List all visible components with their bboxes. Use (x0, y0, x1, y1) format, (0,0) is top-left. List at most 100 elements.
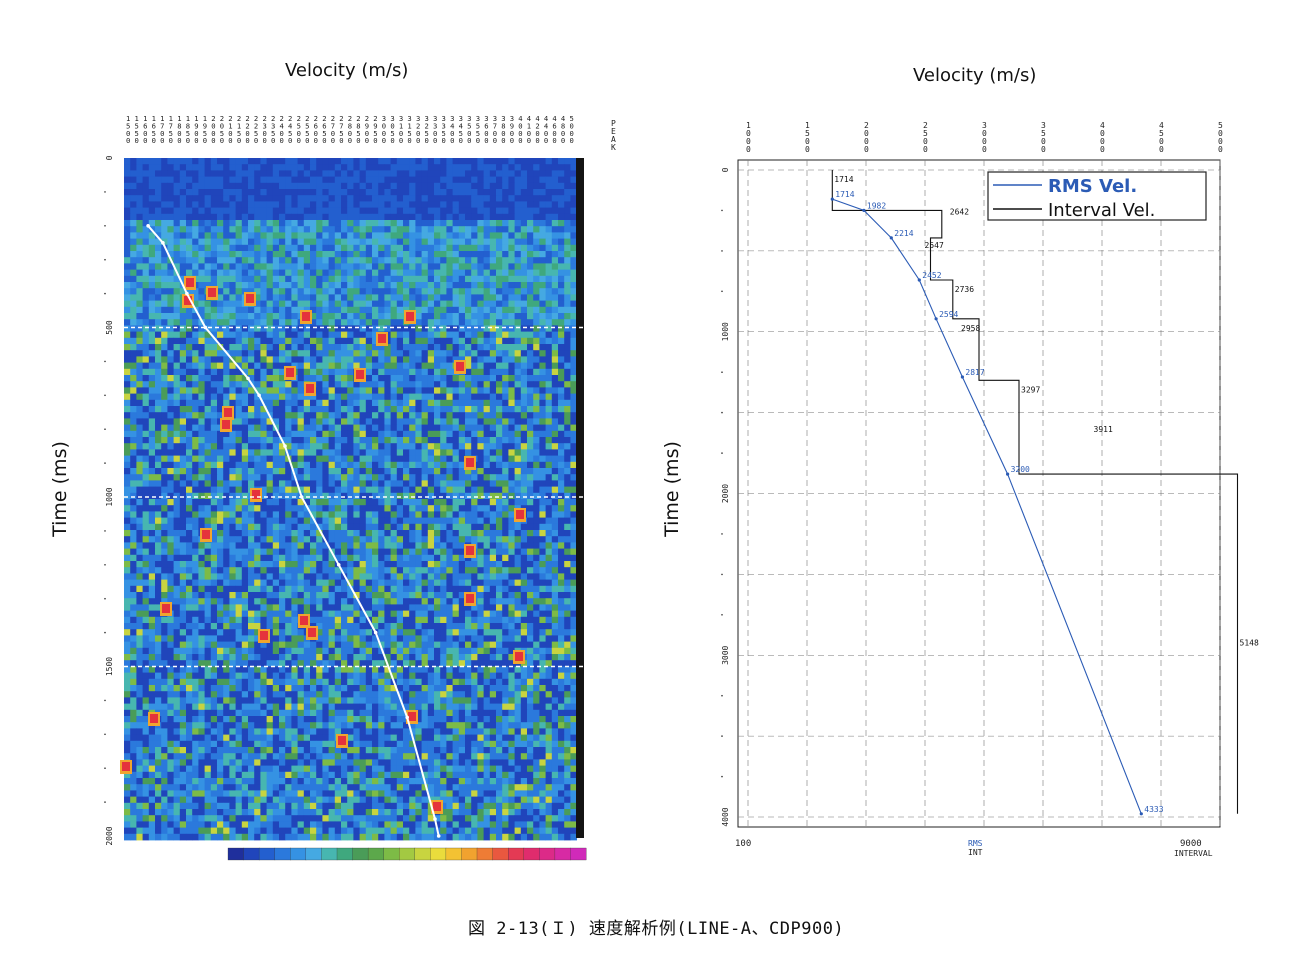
interval-velocity-label: 3911 (1094, 425, 1113, 434)
right-time-axis-title: Time (ms) (661, 441, 683, 537)
semblance-peak (308, 628, 316, 637)
semblance-peak (184, 296, 192, 305)
velocity-function-chart: 1 0 0 0 1 5 0 0 2 0 0 0 2 5 0 0 3 0 0 0 3 5 0 0 4 0 0 0 4 5 0 0 5 0 0 0 0 10… (721, 121, 1259, 858)
colorbar-swatch (243, 847, 260, 861)
time-minor-tick (721, 694, 723, 697)
picked-velocity-point (246, 376, 250, 381)
rms-velocity-point (1006, 472, 1010, 476)
picked-velocity-point (436, 834, 441, 838)
semblance-peak (208, 288, 216, 297)
colorbar-swatch (414, 847, 431, 861)
left-velocity-title: Velocity (m/s) (285, 60, 409, 81)
semblance-peak (260, 631, 268, 640)
semblance-peak (456, 362, 464, 371)
picked-velocity-point (283, 444, 287, 448)
colorbar-swatch (523, 847, 540, 861)
colorbar-swatch (352, 847, 369, 861)
time-minor-tick (721, 573, 723, 576)
colorbar-swatch (274, 847, 291, 861)
time-minor-tick (104, 428, 106, 431)
rms-velocity-label: 2214 (894, 229, 913, 238)
time-minor-tick (104, 767, 106, 769)
picked-velocity-point (257, 393, 261, 398)
interval-velocity-label: 3297 (1021, 385, 1040, 394)
semblance-peak (406, 312, 414, 321)
picked-velocity-point (146, 224, 150, 228)
rms-velocity-point (830, 197, 834, 201)
time-tick-label: 1000 (721, 322, 730, 341)
time-minor-tick (721, 775, 723, 778)
legend-interval-label: Interval Vel. (1048, 200, 1155, 221)
interval-velocity-label: 5148 (1240, 639, 1259, 648)
rms-velocity-label: 3200 (1011, 465, 1030, 474)
semblance-heatmap (120, 158, 577, 841)
velocity-tick-labels: 1 0 0 0 1 5 0 0 2 0 0 0 2 5 0 0 3 0 0 0 3 5 0 0 4 0 0 0 4 5 0 0 5 0 0 0 (746, 121, 1223, 154)
colorbar-swatch (227, 847, 245, 861)
semblance-peak (356, 370, 364, 379)
semblance-peak (186, 278, 194, 287)
colorbar-swatch (290, 847, 307, 861)
colorbar-swatch (258, 847, 276, 861)
bottom-right-label: INTERVAL (1174, 849, 1213, 858)
interval-velocity-label: 2736 (955, 285, 974, 294)
time-minor-tick (104, 394, 106, 397)
time-tick-label: 2000 (105, 826, 114, 845)
left-time-axis-title: Time (ms) (49, 441, 71, 537)
semblance-peak (224, 408, 232, 417)
interval-velocity-series: 1714 2642 2547 2736 2958 3297 3911 5148 (831, 170, 1259, 814)
time-minor-tick (104, 631, 106, 634)
colorbar-swatch (321, 847, 338, 861)
picked-velocity-point (299, 495, 304, 499)
colorbar-swatch (399, 847, 416, 861)
picked-velocity-point (161, 241, 165, 245)
time-tick-label: 3000 (721, 645, 730, 664)
peak-column (576, 158, 584, 838)
colorbar-swatch (554, 847, 571, 861)
colorbar-swatch (336, 847, 354, 861)
time-minor-tick (104, 699, 106, 702)
semblance-peak (433, 802, 441, 811)
time-minor-tick (104, 191, 106, 193)
time-minor-tick (104, 801, 106, 803)
semblance-peak (515, 652, 523, 661)
picked-velocity-point (373, 630, 378, 635)
colorbar-swatch (367, 847, 385, 861)
rms-velocity-point (1139, 812, 1143, 816)
legend-rms-label: RMS Vel. (1048, 176, 1137, 197)
time-minor-tick (104, 530, 106, 532)
time-minor-tick (721, 735, 723, 737)
time-minor-tick (104, 462, 106, 464)
time-tick-labels: 0 500 1000 1500 2000 (104, 155, 114, 846)
colorbar-swatch (383, 847, 400, 861)
time-tick-label: 1000 (105, 487, 114, 506)
picked-velocity-point (185, 291, 189, 296)
colorbar-swatch (539, 847, 556, 861)
time-minor-tick (104, 258, 106, 261)
time-tick-label: 4000 (721, 807, 730, 826)
